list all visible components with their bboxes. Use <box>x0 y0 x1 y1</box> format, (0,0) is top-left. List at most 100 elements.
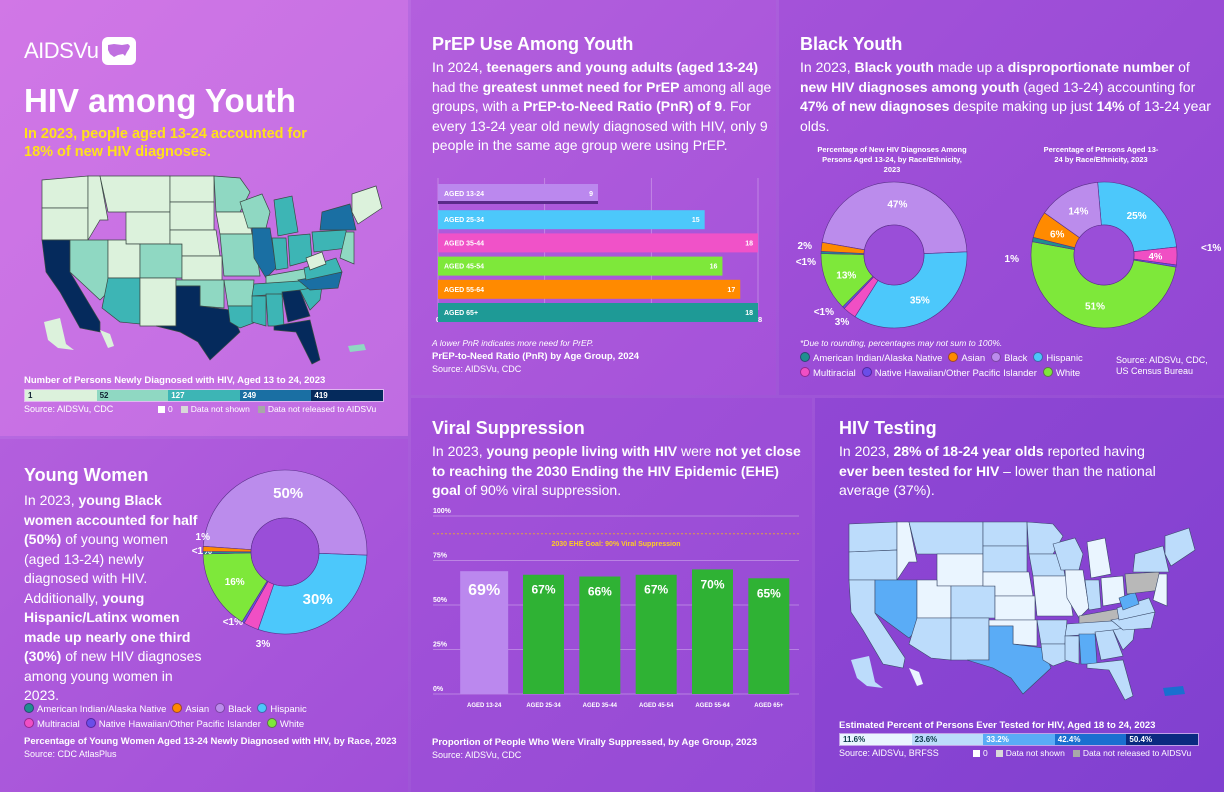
state-ms <box>1064 635 1080 665</box>
page-subtitle: In 2023, people aged 13-24 accounted for… <box>24 126 307 160</box>
state-hi <box>100 330 114 348</box>
black-youth-body-text: In 2023, Black youth made up a dispropor… <box>800 59 1211 134</box>
race-legend-item: White <box>1042 367 1080 379</box>
bar <box>635 574 677 694</box>
state-wa <box>41 175 89 209</box>
nodata-legend-item: Data not released to AIDSVu <box>1072 748 1191 758</box>
race-legend-item: Multiracial <box>24 718 80 730</box>
black-youth-heading: Black Youth <box>800 34 903 54</box>
state-il <box>1064 569 1090 619</box>
state-mo <box>1032 575 1074 617</box>
nodata-legend-item: 0 <box>158 404 173 414</box>
donut-slice-label: 16% <box>225 577 245 588</box>
panel-hiv-testing: HIV Testing In 2023, 28% of 18-24 year o… <box>815 398 1224 792</box>
state-ga <box>1094 629 1124 661</box>
panel-hiv-among-youth: AIDSVu HIV among Youth In 2023, people a… <box>0 0 408 436</box>
state-co <box>139 243 183 279</box>
state-sd <box>982 545 1028 573</box>
prep-body-text: In 2024, teenagers and young adults (age… <box>432 59 772 153</box>
state-in <box>1084 579 1102 611</box>
state-ar <box>1036 619 1068 645</box>
black-youth-source: Source: AIDSVu, CDC, US Census Bureau <box>1116 355 1208 377</box>
legend-swatch <box>973 750 980 757</box>
map-diagnoses-source: Source: AIDSVu, CDC <box>24 404 114 414</box>
state-nj-md <box>1152 573 1168 607</box>
state-la <box>227 305 257 329</box>
legend-bin: 50.4% <box>1126 734 1198 745</box>
bar <box>438 233 758 253</box>
bar <box>438 279 741 299</box>
bar-value-label: 70% <box>700 577 724 591</box>
state-ak <box>851 656 883 688</box>
x-category-label: AGED 13-24 <box>467 703 502 709</box>
state-co <box>950 585 996 619</box>
viral-source: Source: AIDSVu, CDC <box>432 750 522 760</box>
bar-value-label: 18 <box>745 310 753 317</box>
state-id <box>896 521 918 581</box>
young-women-caption: Percentage of Young Women Aged 13-24 New… <box>24 736 397 747</box>
donut-population-title: Percentage of Persons Aged 13-24 by Race… <box>1043 145 1159 164</box>
race-legend-item: Native Hawaiian/Other Pacific Islander <box>85 718 261 730</box>
bar-value-label: 67% <box>531 583 555 597</box>
donut-slice-label: 14% <box>1068 206 1088 217</box>
bar <box>438 256 723 276</box>
legend-dot <box>172 703 183 713</box>
bar-value-label: 69% <box>468 582 500 599</box>
state-wi <box>1052 537 1084 571</box>
legend-swatch <box>158 406 165 413</box>
state-hi <box>909 668 923 686</box>
map-testing-source: Source: AIDSVu, BRFSS <box>839 748 939 758</box>
donut-slice-label: 2% <box>798 241 813 252</box>
y-tick-label: 50% <box>433 597 448 604</box>
x-category-label: AGED 25-34 <box>526 703 561 709</box>
state-mi <box>273 195 299 237</box>
bar-category-label: AGED 35-44 <box>444 240 484 247</box>
donut-slice-label: 6% <box>1050 229 1065 240</box>
state-ks <box>994 595 1036 621</box>
viral-heading: Viral Suppression <box>432 418 585 438</box>
state-az <box>908 617 952 661</box>
race-legend-item: Black <box>215 703 251 715</box>
young-women-heading: Young Women <box>24 465 149 485</box>
bar-value-label: 16 <box>710 264 718 271</box>
race-legend-item: White <box>266 718 304 730</box>
legend-bin: 249 <box>239 390 312 401</box>
donut-hole <box>863 224 925 286</box>
aidsvu-logo[interactable]: AIDSVu <box>24 37 137 65</box>
ehe-goal-label: 2030 EHE Goal: 90% Viral Suppression <box>551 541 680 548</box>
state-al <box>1078 633 1098 665</box>
race-legend-item: Asian <box>948 352 985 364</box>
legend-dot <box>800 367 810 377</box>
page-title: HIV among Youth <box>24 82 296 119</box>
us-map-ever-tested[interactable] <box>837 518 1207 713</box>
state-in <box>271 237 289 271</box>
legend-bin: 33.2% <box>983 734 1055 745</box>
young-women-race-legend: American Indian/Alaska Native Asian Black H… <box>24 702 354 732</box>
legend-dot <box>1033 352 1044 362</box>
us-map-new-diagnoses[interactable] <box>30 172 390 372</box>
legend-dot <box>861 367 872 377</box>
panel-prep: PrEP Use Among Youth In 2024, teenagers … <box>411 0 776 395</box>
state-ks <box>181 255 223 281</box>
legend-dot <box>948 352 959 362</box>
state-fl <box>1086 659 1134 701</box>
state-wy <box>936 553 984 587</box>
bar <box>523 574 564 694</box>
black-youth-source-line1: Source: AIDSVu, CDC, <box>1116 355 1208 365</box>
black-youth-race-legend: American Indian/Alaska Native Asian Black H… <box>800 351 1100 381</box>
donut-slice-label: <1% <box>796 257 816 268</box>
legend-bin: 419 <box>311 390 383 401</box>
state-ut <box>107 239 141 279</box>
nodata-legend-item: Data not released to AIDSVu <box>257 404 376 414</box>
donut-young-women: 50% 30% 3% <1% 16% <1% 1% <box>192 469 368 650</box>
donut-slice-label: <1% <box>192 546 212 557</box>
donut-slice-label: 3% <box>256 639 271 650</box>
map-testing-nodata-legend: 0 Data not shown Data not released to AIDS… <box>973 748 1191 758</box>
viral-chart-caption: Proportion of People Who Were Virally Su… <box>432 737 758 748</box>
state-mo <box>219 233 261 277</box>
donut-slice-label: 13% <box>836 270 856 281</box>
viral-body-text: In 2023, young people living with HIV we… <box>432 443 801 498</box>
legend-bin: 23.6% <box>911 734 984 745</box>
panel-viral-suppression: Viral Suppression In 2023, young people … <box>411 398 812 792</box>
donut-slice-label: 50% <box>273 485 303 502</box>
